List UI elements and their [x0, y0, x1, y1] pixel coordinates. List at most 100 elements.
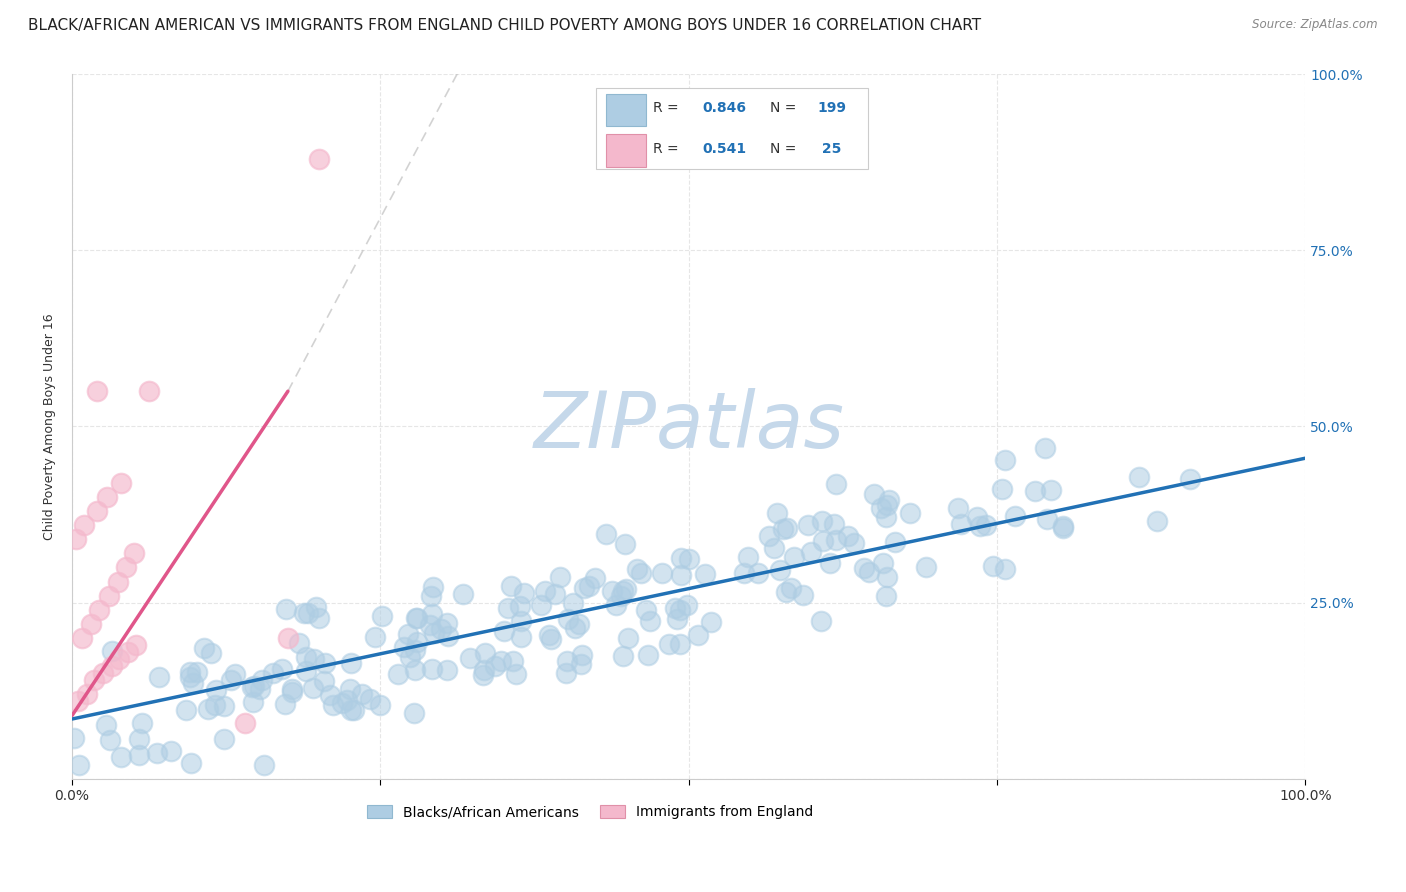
Blacks/African Americans: [538, 628, 561, 642]
Blacks/African Americans: [686, 628, 709, 642]
Blacks/African Americans: [420, 607, 443, 621]
Text: BLACK/AFRICAN AMERICAN VS IMMIGRANTS FROM ENGLAND CHILD POVERTY AMONG BOYS UNDER: BLACK/AFRICAN AMERICAN VS IMMIGRANTS FRO…: [28, 18, 981, 33]
Blacks/African Americans: [180, 756, 202, 771]
Blacks/African Americans: [1052, 521, 1074, 535]
Blacks/African Americans: [183, 676, 205, 690]
Immigrants from England: [83, 673, 105, 688]
Blacks/African Americans: [419, 618, 441, 632]
Blacks/African Americans: [877, 492, 900, 507]
Blacks/African Americans: [398, 649, 420, 664]
Blacks/African Americans: [823, 516, 845, 531]
Blacks/African Americans: [512, 586, 534, 600]
Blacks/African Americans: [62, 731, 84, 745]
Blacks/African Americans: [159, 744, 181, 758]
Blacks/African Americans: [571, 648, 593, 662]
Blacks/African Americans: [769, 563, 792, 577]
Blacks/African Americans: [437, 629, 460, 643]
Legend: Blacks/African Americans, Immigrants from England: Blacks/African Americans, Immigrants fro…: [361, 799, 818, 825]
FancyBboxPatch shape: [606, 134, 645, 167]
Blacks/African Americans: [197, 701, 219, 715]
Blacks/African Americans: [824, 533, 846, 547]
Blacks/African Americans: [557, 654, 579, 668]
Blacks/African Americans: [294, 606, 316, 620]
Blacks/African Americans: [1040, 483, 1063, 498]
Blacks/African Americans: [501, 579, 523, 593]
Blacks/African Americans: [274, 602, 297, 616]
Blacks/African Americans: [240, 680, 263, 694]
Blacks/African Americans: [509, 614, 531, 628]
Blacks/African Americans: [800, 545, 823, 559]
Blacks/African Americans: [301, 681, 323, 696]
Blacks/African Americans: [368, 698, 391, 713]
Blacks/African Americans: [224, 666, 246, 681]
Blacks/African Americans: [242, 695, 264, 709]
Blacks/African Americans: [387, 666, 409, 681]
Immigrants from England: [108, 652, 131, 666]
Immigrants from England: [70, 631, 93, 645]
Text: 0.846: 0.846: [703, 102, 747, 115]
Blacks/African Americans: [492, 624, 515, 639]
FancyBboxPatch shape: [606, 94, 645, 126]
Blacks/African Americans: [637, 648, 659, 662]
Blacks/African Americans: [252, 673, 274, 688]
Immigrants from England: [122, 546, 145, 560]
Blacks/African Americans: [572, 581, 595, 595]
Blacks/African Americans: [569, 657, 592, 672]
Blacks/African Americans: [219, 673, 242, 687]
Blacks/African Americans: [176, 703, 198, 717]
Blacks/African Americans: [974, 518, 997, 533]
Text: N =: N =: [770, 142, 801, 156]
Blacks/African Americans: [262, 666, 284, 681]
Immigrants from England: [86, 384, 108, 399]
Blacks/African Americans: [875, 510, 897, 524]
Blacks/African Americans: [100, 644, 122, 658]
Text: R =: R =: [652, 102, 683, 115]
Blacks/African Americans: [509, 599, 531, 614]
Blacks/African Americans: [505, 667, 527, 681]
Blacks/African Americans: [564, 621, 586, 635]
Blacks/African Americans: [870, 501, 893, 516]
Immigrants from England: [65, 533, 87, 547]
Blacks/African Americans: [131, 715, 153, 730]
Blacks/African Americans: [991, 482, 1014, 496]
Blacks/African Americans: [179, 670, 201, 684]
Blacks/African Americans: [312, 673, 335, 688]
Blacks/African Americans: [253, 757, 276, 772]
Blacks/African Americans: [605, 599, 627, 613]
Blacks/African Americans: [330, 696, 353, 710]
Blacks/African Americans: [612, 648, 634, 663]
Blacks/African Americans: [914, 560, 936, 574]
Blacks/African Americans: [534, 584, 557, 599]
Blacks/African Americans: [1035, 511, 1057, 525]
Blacks/African Americans: [792, 588, 814, 602]
Blacks/African Americans: [669, 603, 692, 617]
Blacks/African Americans: [852, 561, 875, 575]
Blacks/African Americans: [583, 571, 606, 585]
Blacks/African Americans: [305, 599, 328, 614]
Blacks/African Americans: [1146, 514, 1168, 528]
Immigrants from England: [91, 666, 114, 681]
Immigrants from England: [125, 638, 148, 652]
Blacks/African Americans: [651, 566, 673, 581]
Blacks/African Americans: [783, 550, 806, 565]
Blacks/African Americans: [339, 656, 361, 670]
Blacks/African Americans: [359, 692, 381, 706]
Blacks/African Americans: [700, 615, 723, 630]
Blacks/African Americans: [758, 529, 780, 543]
Immigrants from England: [86, 504, 108, 518]
Immigrants from England: [73, 518, 96, 533]
Blacks/African Americans: [186, 665, 208, 679]
Blacks/African Americans: [1052, 519, 1074, 533]
Blacks/African Americans: [610, 589, 633, 603]
Blacks/African Americans: [322, 698, 344, 712]
Blacks/African Americans: [128, 748, 150, 763]
Blacks/African Americans: [530, 599, 553, 613]
Blacks/African Americans: [950, 516, 973, 531]
Text: 199: 199: [817, 102, 846, 115]
Blacks/African Americans: [271, 662, 294, 676]
Blacks/African Americans: [96, 718, 118, 732]
Blacks/African Americans: [422, 580, 444, 594]
Blacks/African Americans: [775, 585, 797, 599]
Blacks/African Americans: [280, 685, 302, 699]
Blacks/African Americans: [612, 583, 634, 598]
